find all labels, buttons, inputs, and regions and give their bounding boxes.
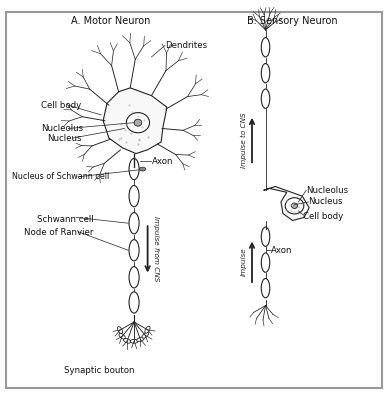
Ellipse shape — [118, 327, 123, 334]
Ellipse shape — [261, 278, 270, 298]
Ellipse shape — [126, 113, 149, 133]
Text: Dendrites: Dendrites — [165, 41, 207, 50]
Ellipse shape — [130, 339, 138, 343]
Ellipse shape — [291, 203, 298, 208]
Ellipse shape — [129, 267, 139, 288]
Text: Synaptic bouton: Synaptic bouton — [64, 366, 135, 375]
Text: Impulse to CNS: Impulse to CNS — [241, 112, 247, 168]
Text: Axon: Axon — [151, 157, 173, 166]
Ellipse shape — [129, 186, 139, 207]
Ellipse shape — [261, 89, 270, 108]
Text: Schwann cell: Schwann cell — [37, 215, 94, 224]
Ellipse shape — [261, 64, 270, 83]
Polygon shape — [103, 88, 167, 154]
Text: Impulse from CNS: Impulse from CNS — [153, 216, 159, 281]
Text: Nucleus: Nucleus — [47, 134, 81, 143]
Ellipse shape — [261, 227, 270, 246]
Ellipse shape — [129, 240, 139, 261]
Text: B. Sensory Neuron: B. Sensory Neuron — [247, 16, 338, 26]
Ellipse shape — [145, 326, 150, 333]
Text: Impulse: Impulse — [241, 248, 247, 276]
Ellipse shape — [142, 332, 149, 338]
Text: Nucleus: Nucleus — [308, 198, 343, 206]
Ellipse shape — [140, 167, 146, 171]
Ellipse shape — [261, 253, 270, 272]
Ellipse shape — [129, 212, 139, 234]
Ellipse shape — [137, 337, 144, 342]
Polygon shape — [263, 186, 309, 220]
Text: Nucleolus: Nucleolus — [41, 124, 83, 133]
Text: A. Motor Neuron: A. Motor Neuron — [71, 16, 151, 26]
Ellipse shape — [123, 339, 131, 343]
Text: Nucleus of Schwann cell: Nucleus of Schwann cell — [12, 172, 109, 181]
Ellipse shape — [261, 38, 270, 57]
Ellipse shape — [285, 198, 304, 214]
Text: Cell body: Cell body — [303, 212, 343, 221]
Text: Cell body: Cell body — [41, 101, 81, 110]
Ellipse shape — [119, 333, 125, 339]
Text: Node of Ranvier: Node of Ranvier — [24, 228, 93, 237]
Ellipse shape — [129, 292, 139, 313]
Text: Nucleolus: Nucleolus — [306, 186, 348, 195]
Text: Axon: Axon — [271, 246, 293, 255]
Ellipse shape — [129, 158, 139, 180]
Ellipse shape — [134, 119, 142, 126]
